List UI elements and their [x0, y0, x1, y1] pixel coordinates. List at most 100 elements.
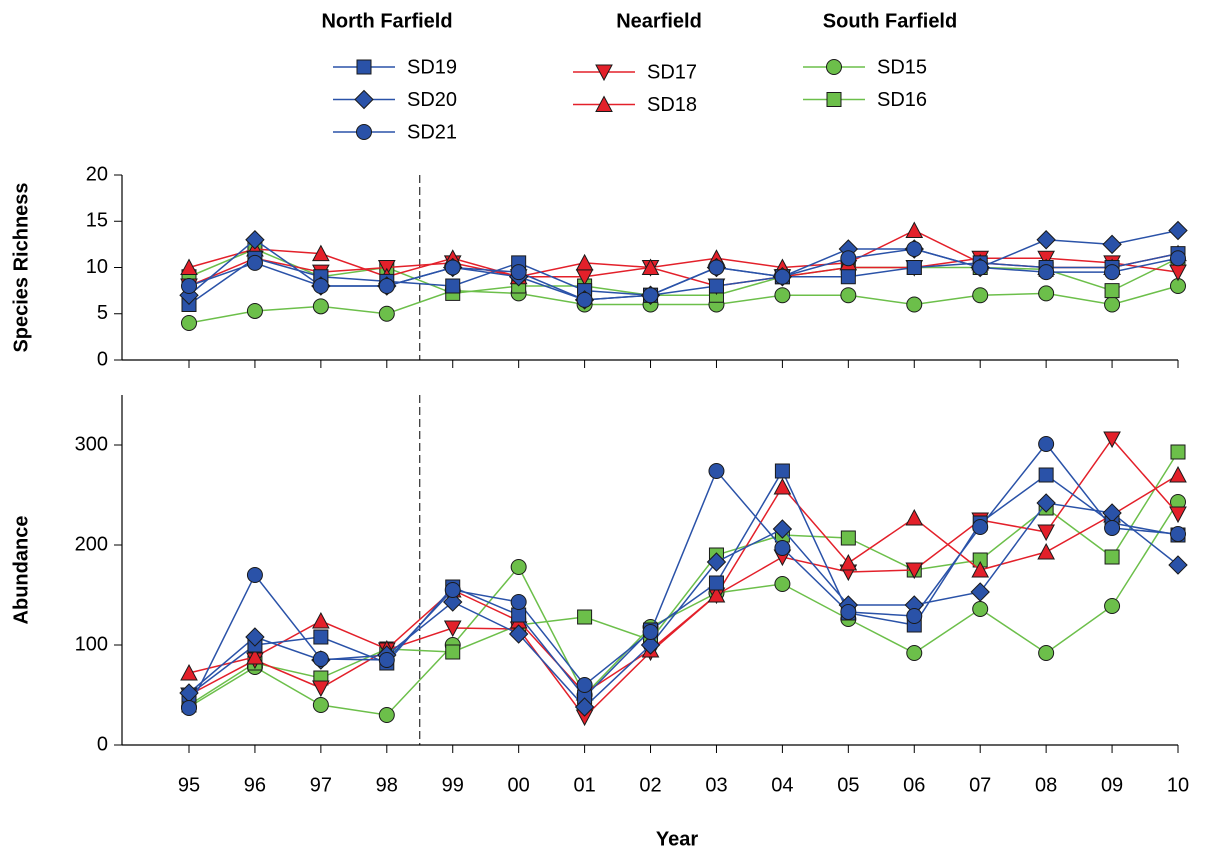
marker [1037, 542, 1055, 560]
marker [708, 259, 725, 276]
legend-marker [826, 92, 842, 107]
marker [1104, 598, 1121, 614]
x-tick-label: 97 [310, 774, 332, 796]
marker [511, 607, 527, 623]
marker [706, 552, 727, 572]
y-tick-label: 300 [75, 433, 108, 455]
marker [181, 700, 197, 716]
marker [510, 594, 527, 610]
y-tick-label: 20 [86, 163, 108, 185]
legend-label: SD20 [407, 89, 457, 111]
legend-label: SD17 [647, 61, 697, 83]
marker [577, 609, 593, 625]
series-line [188, 248, 1179, 296]
y-tick-label: 5 [97, 302, 108, 324]
marker [574, 697, 595, 717]
legend-marker [595, 95, 613, 112]
x-tick-label: 96 [244, 774, 266, 796]
marker [774, 540, 791, 556]
x-tick-label: 06 [903, 774, 925, 796]
series-line [188, 474, 1179, 694]
marker [972, 287, 989, 304]
marker [905, 562, 924, 580]
y-tick-label: 100 [75, 633, 108, 655]
marker [445, 644, 461, 660]
marker [972, 601, 989, 617]
marker [906, 296, 923, 313]
series-line [188, 442, 1179, 709]
marker [312, 244, 330, 262]
marker [840, 604, 857, 620]
legend-label: SD15 [877, 56, 927, 78]
x-tick-label: 08 [1035, 774, 1057, 796]
marker [378, 652, 395, 668]
marker [641, 258, 660, 275]
x-tick-label: 10 [1167, 774, 1189, 796]
x-tick-label: 07 [969, 774, 991, 796]
series-line [188, 229, 1179, 278]
marker [1036, 493, 1056, 513]
marker [772, 519, 793, 539]
marker [1168, 220, 1188, 241]
marker [1170, 444, 1186, 460]
x-tick-label: 99 [442, 774, 464, 796]
y-tick-label: 10 [86, 256, 108, 278]
y-tick-label: 15 [86, 210, 108, 232]
legend-marker [354, 89, 374, 110]
x-tick-label: 04 [771, 774, 793, 796]
marker [1038, 645, 1055, 661]
legend-marker [356, 59, 372, 75]
series-line [188, 252, 1179, 306]
marker [905, 508, 924, 526]
marker [774, 576, 791, 592]
legend-label: SD21 [407, 121, 457, 143]
series-line [188, 248, 1179, 301]
legend-label: SD16 [877, 89, 927, 111]
marker [312, 697, 329, 713]
marker [708, 278, 724, 294]
marker [774, 268, 791, 285]
marker [1038, 467, 1054, 483]
marker [181, 278, 197, 294]
x-tick-label: 05 [837, 774, 859, 796]
marker [1169, 264, 1187, 282]
marker [1169, 465, 1187, 483]
marker [972, 519, 989, 535]
x-tick-label: 02 [639, 774, 661, 796]
marker [575, 253, 594, 271]
marker [774, 287, 791, 304]
marker [576, 677, 593, 693]
marker [1036, 230, 1056, 250]
marker [444, 259, 461, 276]
marker [906, 260, 922, 275]
marker [443, 620, 462, 638]
marker [180, 258, 198, 275]
marker [906, 645, 923, 661]
marker [312, 611, 330, 629]
marker [246, 647, 264, 665]
marker [1102, 234, 1122, 255]
legend-marker [826, 59, 842, 75]
marker [640, 635, 661, 655]
marker [1168, 555, 1188, 575]
marker [378, 707, 395, 723]
marker [1103, 431, 1121, 449]
legend-label: SD18 [647, 94, 697, 116]
legend-group-title: Nearfield [616, 10, 702, 32]
marker [840, 530, 856, 546]
marker [839, 553, 858, 571]
marker [1038, 264, 1055, 281]
marker [773, 477, 792, 495]
marker [1104, 549, 1120, 565]
series-line [188, 229, 1179, 301]
y-tick-label: 200 [75, 533, 108, 555]
legend-label: SD19 [407, 56, 457, 78]
legend-group-title: North Farfield [321, 10, 452, 32]
series-line [188, 257, 1179, 287]
series-line [188, 502, 1179, 709]
marker [642, 287, 659, 304]
marker [312, 298, 329, 315]
x-axis-title: Year [656, 828, 698, 850]
marker [1104, 264, 1121, 281]
